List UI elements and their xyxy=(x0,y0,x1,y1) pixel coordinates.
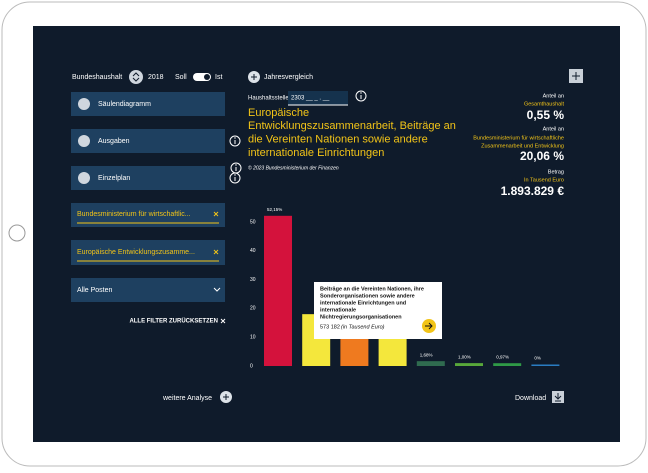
screen xyxy=(33,26,620,442)
stat-label: Anteil an xyxy=(543,93,564,99)
analysis-label: weitere Analyse xyxy=(162,395,212,402)
tooltip-line: Beiträge an die Vereinten Nationen, ihre xyxy=(320,286,424,292)
chevron xyxy=(213,287,221,292)
budget-label: Bundeshaushalt xyxy=(72,74,122,81)
reset-filters[interactable]: ALLE FILTER ZURÜCKSETZEN xyxy=(129,318,218,325)
bar xyxy=(455,363,483,366)
side-select[interactable] xyxy=(71,129,225,153)
tooltip-line: internationale xyxy=(320,307,356,313)
info-icon[interactable] xyxy=(230,162,242,174)
stat-value: 20,06 % xyxy=(520,149,564,163)
chapter: Europäische Entwicklungszusamme... xyxy=(77,249,195,256)
chart-type: Säulendiagramm xyxy=(98,101,151,108)
toggle-knob xyxy=(204,74,210,80)
bar xyxy=(378,334,407,366)
bar xyxy=(416,361,445,366)
scope: Einzelplan xyxy=(98,175,130,182)
bar-label: 1,68% xyxy=(420,352,433,357)
title-line: internationale Einrichtungen xyxy=(248,147,384,159)
compare-label: Jahresvergleich xyxy=(264,74,313,81)
spinner xyxy=(78,98,90,110)
home-button[interactable] xyxy=(8,224,26,242)
download-label: Download xyxy=(515,395,546,402)
y-tick-label: 20 xyxy=(250,306,256,312)
stat-of: Gesamthaushalt xyxy=(524,101,565,107)
stat-label: Betrag xyxy=(548,169,564,175)
stat-value: 0,55 % xyxy=(527,108,565,122)
bar-label: 52,15% xyxy=(267,207,282,212)
stat-unit: In Tausend Euro xyxy=(524,177,564,183)
tooltip-line: Sonderorganisationen sowie andere xyxy=(320,293,415,299)
info-dot xyxy=(360,92,362,94)
year-spinner[interactable] xyxy=(129,70,143,84)
plus-icon xyxy=(251,74,257,80)
ministry: Bundesministerium für wirtschaftlic... xyxy=(77,211,191,218)
info-icon[interactable] xyxy=(355,90,367,102)
y-tick-label: 30 xyxy=(250,277,256,283)
info-dot xyxy=(234,174,236,176)
bar xyxy=(264,215,292,366)
info-dot xyxy=(234,137,236,139)
title-line: Europäische xyxy=(248,107,309,119)
scope-select[interactable] xyxy=(71,166,225,190)
tooltip-line: Nichtregierungsorganisationen xyxy=(320,314,402,320)
tooltip-line: internationale Einrichtungen und xyxy=(320,300,406,306)
y-tick-label: 0 xyxy=(250,363,253,369)
stat-label: Anteil an xyxy=(543,126,564,132)
chart-type-select[interactable] xyxy=(71,92,225,116)
y-tick-label: 50 xyxy=(250,219,256,225)
close-icon xyxy=(213,211,219,217)
info-dot xyxy=(235,164,237,166)
search-input[interactable] xyxy=(288,91,348,105)
info-icon[interactable] xyxy=(229,135,241,147)
side: Ausgaben xyxy=(98,138,130,145)
stat-value: 1.893.829 € xyxy=(501,184,565,198)
y-tick-label: 40 xyxy=(250,248,256,254)
soll: Soll xyxy=(175,74,187,81)
bar-label: 0,97% xyxy=(496,354,509,359)
stat-of: Bundesministerium für wirtschaftliche xyxy=(473,135,564,141)
bar xyxy=(493,363,522,366)
search-value: 2303 __ _ . __ xyxy=(291,96,330,102)
download-icon xyxy=(554,393,562,402)
bar xyxy=(340,337,369,366)
title-line: Entwicklungszusammenarbeit, Beiträge an xyxy=(248,120,456,132)
tooltip xyxy=(314,282,442,339)
search-label: Haushaltsstelle: xyxy=(248,96,291,102)
title-line: die Vereinten Nationen sowie andere xyxy=(248,134,428,146)
tooltip-amount: 573 182 xyxy=(320,324,340,330)
close-icon xyxy=(220,318,226,324)
bar-label: 1,00% xyxy=(458,354,471,359)
close-icon xyxy=(213,249,219,255)
y-tick-label: 10 xyxy=(250,335,256,341)
bar-label: 0% xyxy=(534,356,541,361)
ist: Ist xyxy=(215,74,222,81)
spinner xyxy=(78,172,90,184)
year: 2018 xyxy=(148,74,164,81)
spinner xyxy=(78,135,90,147)
arrow-icon xyxy=(425,322,433,330)
posts: Alle Posten xyxy=(77,287,113,294)
posts-select[interactable] xyxy=(71,278,225,302)
app: Bundeshaushalt 2018 Soll Ist Jahresvergl… xyxy=(71,69,583,403)
spinner-icon xyxy=(132,72,140,82)
tooltip-unit: (in Tausend Euro) xyxy=(341,324,385,330)
plus-icon xyxy=(223,394,229,400)
bar xyxy=(531,364,560,366)
plus-icon xyxy=(572,72,580,80)
copyright: © 2023 Bundesministerium der Finanzen xyxy=(248,164,339,171)
stat-of: Zusammenarbeit und Entwicklung xyxy=(481,143,564,149)
